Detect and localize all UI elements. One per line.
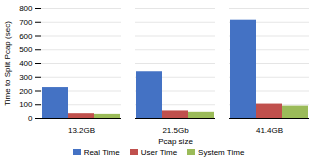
svg-text:700: 700 [19,18,33,27]
svg-text:Time to Split Pcap (sec): Time to Split Pcap (sec) [3,21,12,106]
svg-text:0: 0 [28,114,33,123]
svg-text:800: 800 [19,4,33,13]
svg-text:600: 600 [19,32,33,41]
html-text:User Time: User Time [140,147,178,157]
svg-text:41.4GB: 41.4GB [256,126,283,135]
svg-text:400: 400 [19,59,33,68]
svg-text:Pcap size: Pcap size [158,137,193,146]
html-text:System Time: System Time [198,147,245,157]
svg-text:500: 500 [19,45,33,54]
svg-text:100: 100 [19,100,33,109]
svg-text:300: 300 [19,73,33,82]
html-text:Real Time: Real Time [83,147,120,157]
svg-text:13.2GB: 13.2GB [68,126,95,135]
svg-text:21.5Gb: 21.5Gb [162,126,189,135]
svg-text:200: 200 [19,87,33,96]
